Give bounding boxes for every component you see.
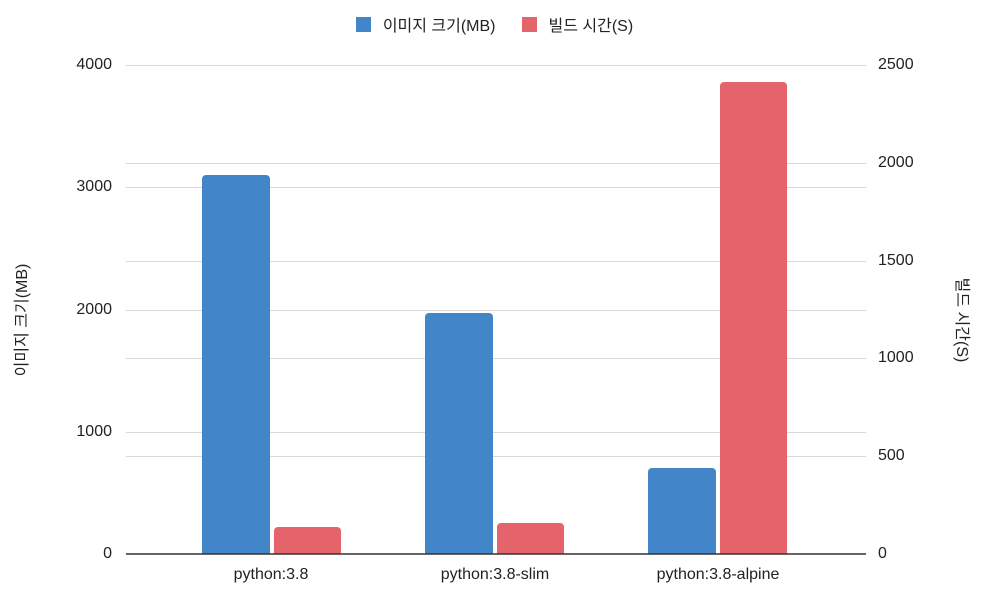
y-axis-title-left: 이미지 크기(MB) bbox=[14, 263, 31, 377]
x-tick-label: python:3.8-slim bbox=[440, 566, 550, 583]
y-tick-left: 1000 bbox=[76, 423, 112, 440]
gridline bbox=[126, 187, 866, 188]
bar-build-time-python38-slim[interactable] bbox=[497, 523, 564, 554]
gridline bbox=[126, 163, 866, 164]
y-tick-left: 0 bbox=[103, 545, 112, 562]
legend-swatch-red bbox=[521, 16, 537, 32]
bar-build-time-python38-alpine[interactable] bbox=[720, 82, 787, 554]
y-axis-title-right: 빌드 시간(S) bbox=[953, 277, 970, 363]
bar-image-size-python38-alpine[interactable] bbox=[648, 468, 716, 554]
bar-image-size-python38-slim[interactable] bbox=[425, 313, 493, 554]
y-tick-left: 2000 bbox=[76, 301, 112, 318]
x-tick-label: python:3.8-alpine bbox=[656, 566, 780, 583]
legend-item-build-time[interactable]: 빌드 시간(S) bbox=[521, 12, 634, 36]
y-tick-right: 500 bbox=[878, 447, 905, 464]
bar-build-time-python38[interactable] bbox=[274, 527, 341, 554]
y-tick-right: 1000 bbox=[878, 349, 914, 366]
y-tick-right: 0 bbox=[878, 545, 887, 562]
legend-item-image-size[interactable]: 이미지 크기(MB) bbox=[355, 12, 496, 36]
y-tick-right: 2000 bbox=[878, 154, 914, 171]
legend: 이미지 크기(MB) 빌드 시간(S) bbox=[0, 12, 989, 36]
legend-label: 빌드 시간(S) bbox=[548, 18, 634, 35]
gridline bbox=[126, 432, 866, 433]
gridline bbox=[126, 65, 866, 66]
gridline bbox=[126, 358, 866, 359]
gridline bbox=[126, 456, 866, 457]
bar-image-size-python38[interactable] bbox=[202, 175, 270, 554]
y-tick-right: 2500 bbox=[878, 56, 914, 73]
x-tick-label: python:3.8 bbox=[233, 566, 309, 583]
legend-swatch-blue bbox=[355, 16, 371, 32]
y-tick-left: 3000 bbox=[76, 178, 112, 195]
y-tick-right: 1500 bbox=[878, 252, 914, 269]
x-axis-baseline bbox=[126, 553, 866, 555]
y-tick-left: 4000 bbox=[76, 56, 112, 73]
legend-label: 이미지 크기(MB) bbox=[382, 18, 496, 35]
gridline bbox=[126, 310, 866, 311]
gridline bbox=[126, 261, 866, 262]
